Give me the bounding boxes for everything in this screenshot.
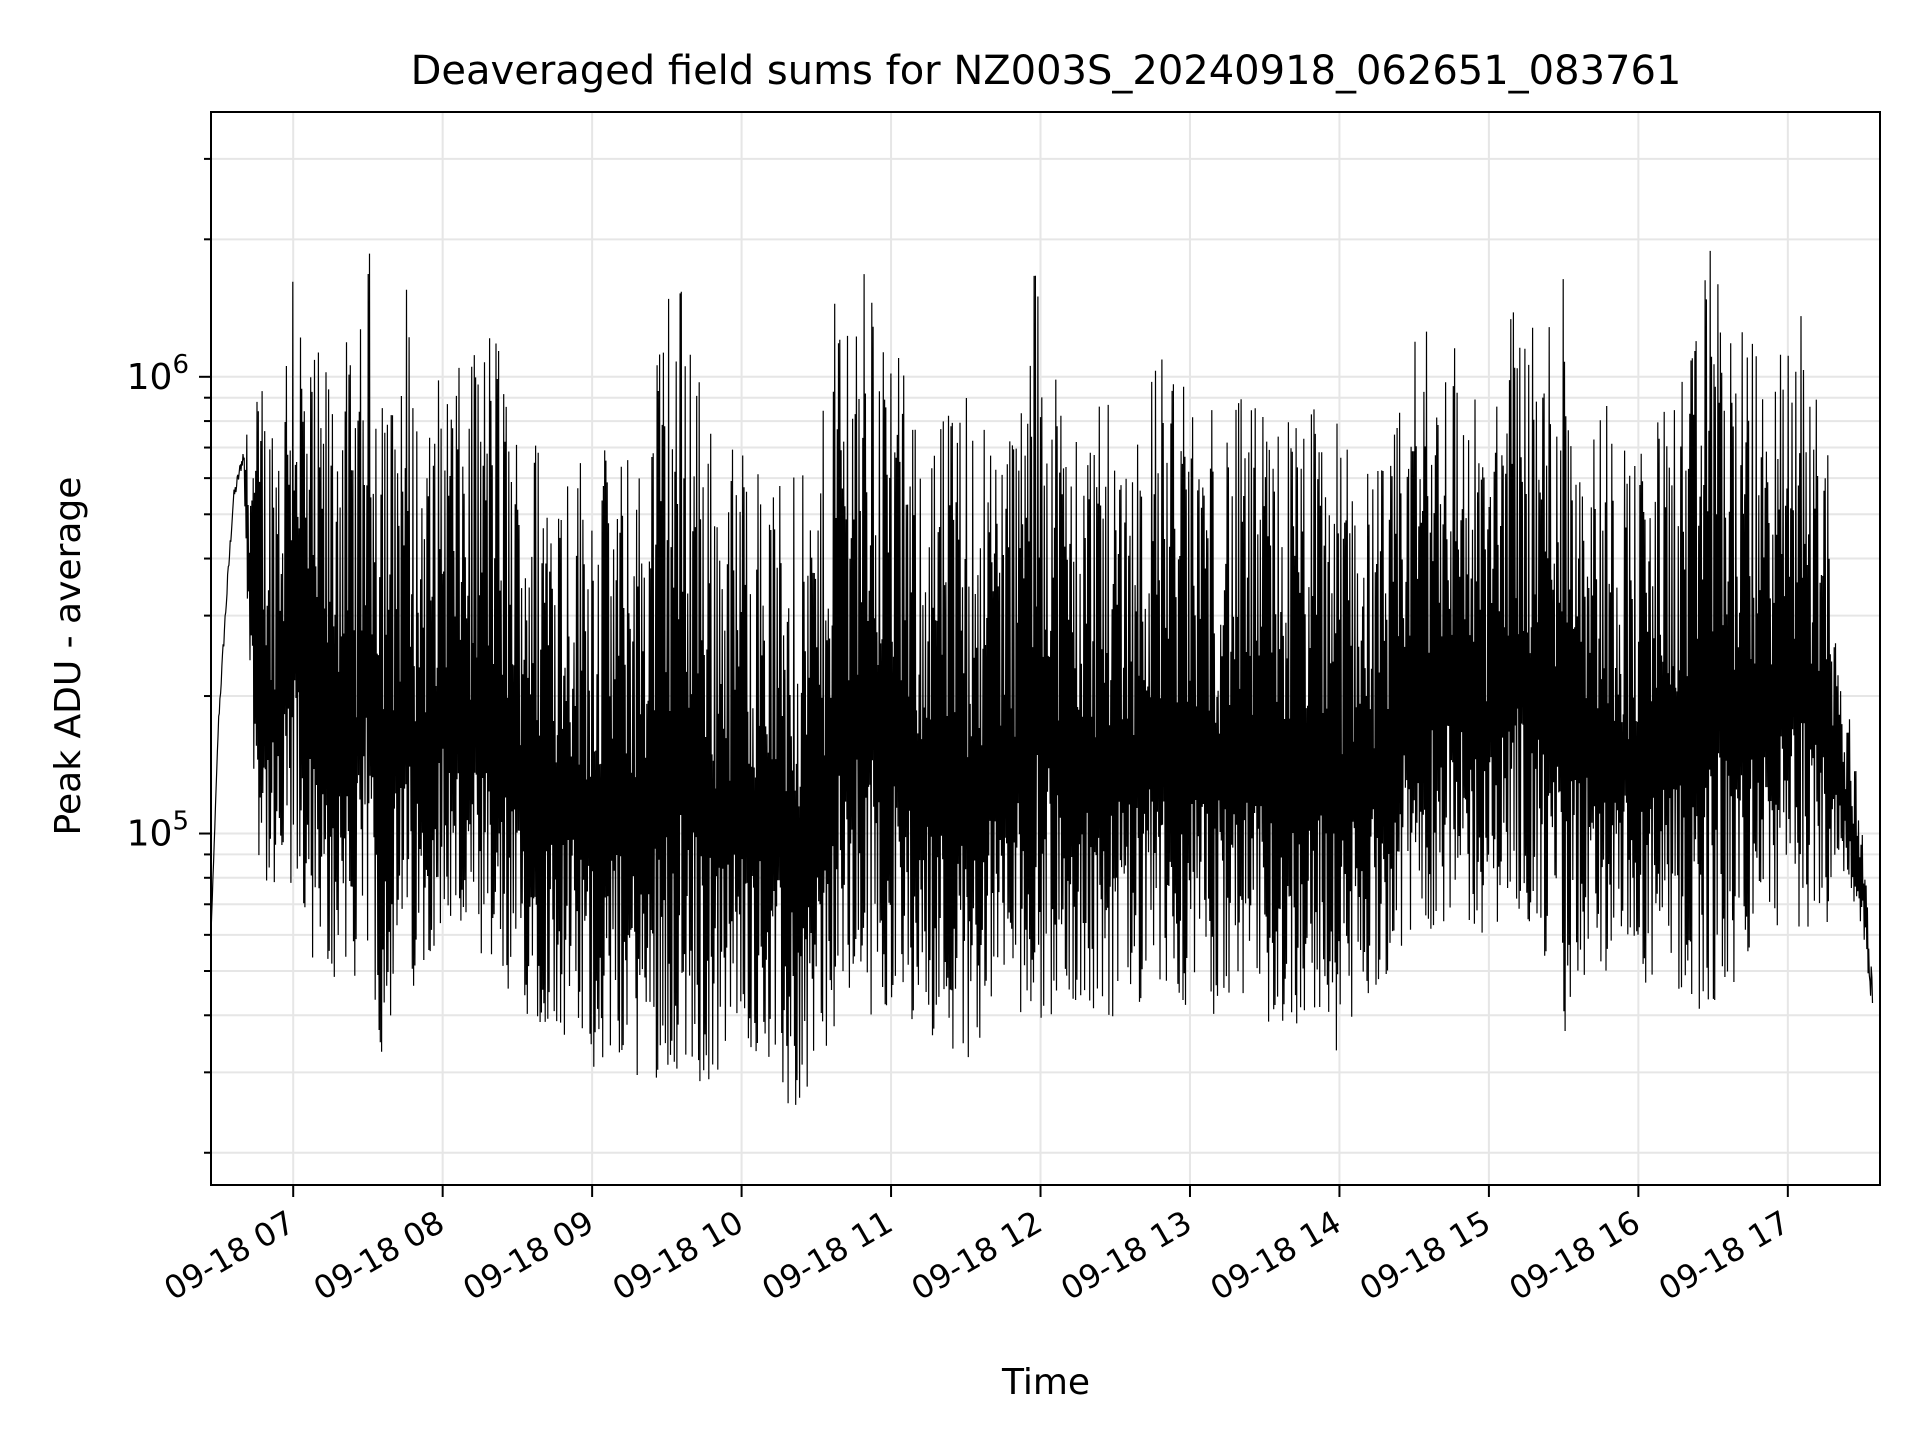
y-tick-label: 105 [127,807,189,855]
chart-title: Deaveraged field sums for NZ003S_2024091… [411,48,1682,94]
y-axis-label: Peak ADU - average [48,477,89,836]
y-tick-label: 106 [127,350,189,398]
plot-frame [210,111,1881,1186]
series-layer [210,250,1874,1105]
series-line [210,250,1874,1105]
x-axis-label: Time [1001,1362,1090,1403]
